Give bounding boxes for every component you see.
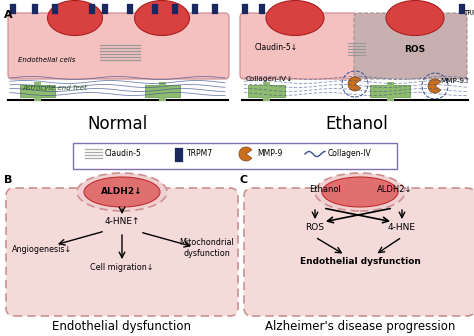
FancyBboxPatch shape (127, 4, 133, 14)
FancyBboxPatch shape (354, 13, 467, 79)
Text: C: C (240, 175, 248, 185)
Text: Alzheimer's disease progression: Alzheimer's disease progression (265, 320, 455, 333)
Ellipse shape (47, 0, 102, 36)
Text: 4-HNE: 4-HNE (388, 223, 416, 233)
FancyBboxPatch shape (32, 4, 38, 14)
FancyBboxPatch shape (20, 85, 55, 97)
Text: MMP-9↑: MMP-9↑ (440, 78, 470, 84)
FancyBboxPatch shape (52, 4, 58, 14)
Text: ALDH2↓: ALDH2↓ (377, 185, 413, 195)
FancyBboxPatch shape (212, 4, 218, 14)
Text: ROS: ROS (306, 223, 325, 233)
Text: ROS: ROS (404, 45, 426, 54)
Ellipse shape (322, 177, 398, 207)
FancyBboxPatch shape (240, 13, 358, 79)
Text: Claudin-5: Claudin-5 (105, 149, 142, 158)
Text: TRPM7: TRPM7 (187, 149, 213, 158)
Text: TRPM7↓: TRPM7↓ (463, 10, 474, 16)
Text: Normal: Normal (88, 115, 148, 133)
Wedge shape (239, 147, 252, 161)
Ellipse shape (77, 173, 167, 211)
Text: Ethanol: Ethanol (326, 115, 388, 133)
FancyBboxPatch shape (8, 13, 229, 79)
Text: Collagen-IV: Collagen-IV (328, 149, 372, 158)
FancyBboxPatch shape (89, 4, 95, 14)
Text: Endothelial dysfunction: Endothelial dysfunction (300, 256, 420, 265)
FancyBboxPatch shape (145, 85, 180, 97)
FancyBboxPatch shape (6, 188, 238, 316)
FancyBboxPatch shape (370, 85, 410, 97)
Ellipse shape (84, 177, 160, 207)
Wedge shape (428, 79, 441, 93)
Ellipse shape (386, 0, 444, 36)
FancyBboxPatch shape (152, 4, 158, 14)
FancyBboxPatch shape (259, 4, 265, 14)
Text: Endothelial dysfunction: Endothelial dysfunction (53, 320, 191, 333)
Text: A: A (4, 10, 13, 20)
Ellipse shape (315, 173, 405, 211)
Text: Endothelial cells: Endothelial cells (18, 57, 75, 63)
Text: Astrocyte end feet: Astrocyte end feet (22, 85, 87, 91)
FancyBboxPatch shape (192, 4, 198, 14)
FancyBboxPatch shape (172, 4, 178, 14)
FancyBboxPatch shape (459, 4, 465, 14)
Text: Mitochondrial
dysfunction: Mitochondrial dysfunction (180, 238, 234, 258)
Text: MMP-9: MMP-9 (257, 149, 283, 158)
FancyBboxPatch shape (102, 4, 108, 14)
Wedge shape (348, 77, 361, 91)
Text: Collagen-IV↓: Collagen-IV↓ (246, 76, 293, 82)
Ellipse shape (135, 0, 190, 36)
FancyBboxPatch shape (73, 143, 397, 169)
FancyBboxPatch shape (175, 148, 183, 162)
FancyBboxPatch shape (248, 85, 285, 97)
Text: Angiogenesis↓: Angiogenesis↓ (12, 246, 72, 254)
Text: 4-HNE↑: 4-HNE↑ (104, 217, 140, 226)
Text: Cell migration↓: Cell migration↓ (90, 263, 154, 272)
Ellipse shape (266, 0, 324, 36)
FancyBboxPatch shape (242, 4, 248, 14)
FancyBboxPatch shape (244, 188, 474, 316)
Text: B: B (4, 175, 12, 185)
Text: ALDH2↓: ALDH2↓ (101, 187, 143, 197)
Text: Ethanol: Ethanol (309, 185, 341, 195)
FancyBboxPatch shape (10, 4, 16, 14)
Text: Claudin-5↓: Claudin-5↓ (255, 43, 298, 52)
